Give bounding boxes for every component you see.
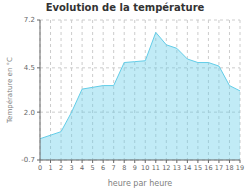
svg-text:heure par heure: heure par heure xyxy=(108,179,173,188)
svg-text:9: 9 xyxy=(133,164,137,172)
svg-text:3: 3 xyxy=(70,164,74,172)
svg-text:4.5: 4.5 xyxy=(24,64,35,72)
svg-text:2.0: 2.0 xyxy=(24,109,35,117)
svg-text:15: 15 xyxy=(194,164,202,172)
svg-text:4: 4 xyxy=(80,164,84,172)
svg-text:Température en °C: Température en °C xyxy=(8,57,14,124)
svg-text:12: 12 xyxy=(162,164,170,172)
svg-text:17: 17 xyxy=(215,164,223,172)
svg-text:11: 11 xyxy=(152,164,160,172)
svg-text:2: 2 xyxy=(59,164,63,172)
svg-text:0: 0 xyxy=(38,164,42,172)
svg-text:7: 7 xyxy=(112,164,116,172)
svg-text:18: 18 xyxy=(225,164,233,172)
svg-text:7.2: 7.2 xyxy=(24,16,35,24)
svg-text:1: 1 xyxy=(48,164,52,172)
svg-text:-0.7: -0.7 xyxy=(21,156,35,164)
svg-text:13: 13 xyxy=(173,164,181,172)
svg-text:5: 5 xyxy=(91,164,95,172)
svg-text:6: 6 xyxy=(101,164,105,172)
svg-text:19: 19 xyxy=(236,164,242,172)
svg-text:8: 8 xyxy=(122,164,126,172)
svg-text:10: 10 xyxy=(141,164,149,172)
svg-text:14: 14 xyxy=(183,164,191,172)
html-text:Evolution de la température: Evolution de la température xyxy=(45,2,205,13)
svg-text:16: 16 xyxy=(204,164,212,172)
